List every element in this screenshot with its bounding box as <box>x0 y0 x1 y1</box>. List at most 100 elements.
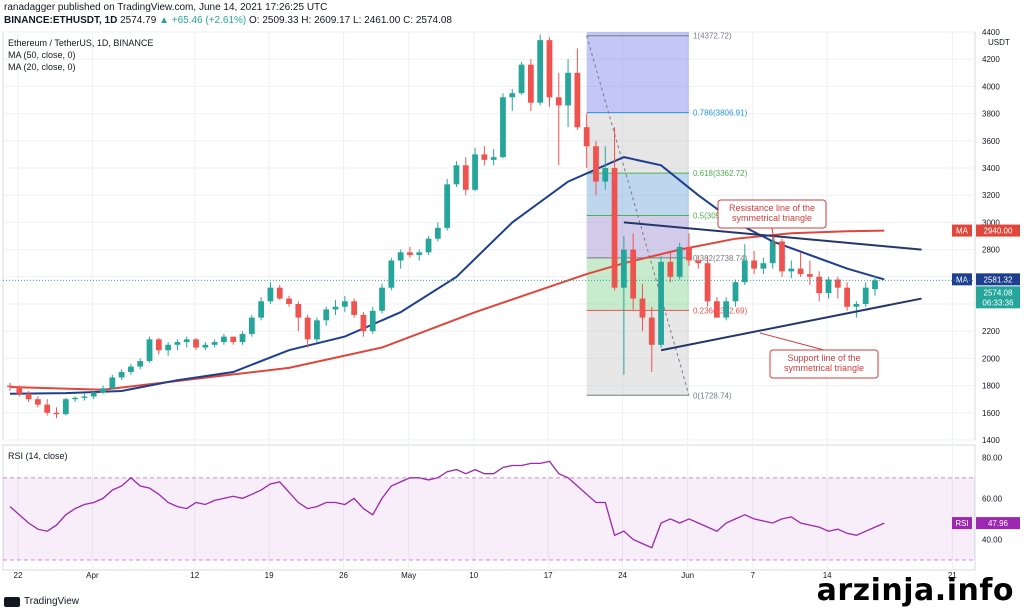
main-pane-frame <box>2 31 976 441</box>
ma20-price-badge-text: MA <box>956 275 969 284</box>
support-trendline <box>660 297 922 352</box>
fib-level-label: 0.618(3362.72) <box>693 169 748 178</box>
candle-body <box>62 399 69 415</box>
last-price-tag <box>976 286 1020 309</box>
close-value: C: 2574.08 <box>403 15 452 26</box>
price-tick-label: 1400 <box>982 436 1000 445</box>
candle-body <box>53 412 60 415</box>
candle-body <box>769 241 776 264</box>
candle-body <box>807 274 813 277</box>
fib-level-label: 0.236(2352.69) <box>693 306 748 315</box>
candle-body <box>332 306 339 310</box>
ma50-price-badge <box>952 224 972 237</box>
candle-body <box>388 260 395 288</box>
legend-rsi: RSI (14, close) <box>8 451 68 461</box>
candle-body <box>667 261 674 277</box>
price-tick-label: 4400 <box>982 28 1000 37</box>
legend-ma20: MA (20, close, 0) <box>8 62 76 72</box>
support-annotation-text: symmetrical triangle <box>784 363 864 373</box>
ma20-price-badge <box>952 273 972 286</box>
candle-body <box>248 317 255 334</box>
candle-body <box>258 301 265 318</box>
symbol: BINANCE:ETHUSDT, 1D <box>4 15 118 26</box>
price-tick-label: 2000 <box>982 354 1000 363</box>
candle-body <box>239 333 246 343</box>
candle-body <box>146 339 153 362</box>
rsi-tick-label: 40.00 <box>982 535 1003 544</box>
candle-body <box>230 336 237 343</box>
ma20-price-tag <box>976 273 1020 286</box>
candle-body <box>211 342 218 345</box>
time-tick-label: 10 <box>469 571 478 580</box>
time-tick-label: 7 <box>751 571 756 580</box>
tradingview-brand: TradingView <box>4 596 79 607</box>
candle-body <box>351 301 358 315</box>
candle-body <box>81 396 88 398</box>
price-tick-label: 4200 <box>982 55 1000 64</box>
candle-body <box>100 388 106 393</box>
time-tick-label: 14 <box>823 571 832 580</box>
rsi-band <box>3 477 975 560</box>
candle-body <box>574 72 581 128</box>
candle-body <box>844 287 850 307</box>
candle-body <box>853 304 860 307</box>
candle-body <box>509 93 516 98</box>
candle-body <box>686 246 692 261</box>
time-tick-label: Apr <box>86 571 99 580</box>
candle-body <box>183 339 190 343</box>
candle-body <box>481 154 488 160</box>
rsi-badge-text: RSI <box>955 519 968 528</box>
price-tick-label: 3800 <box>982 110 1000 119</box>
candle-body <box>816 276 823 294</box>
fib-zone <box>586 310 689 396</box>
candle-body <box>323 309 330 321</box>
time-tick-label: 12 <box>190 571 199 580</box>
fib-zone <box>586 35 689 113</box>
tradingview-logo-icon <box>4 596 20 607</box>
candle-body <box>360 314 367 332</box>
rsi-line <box>9 460 885 549</box>
publisher-line: ranadagger published on TradingView.com,… <box>4 2 328 13</box>
candle-body <box>44 404 51 413</box>
price-tick-label: 2800 <box>982 246 1000 255</box>
support-annotation-pointer <box>759 332 825 351</box>
candle-body <box>862 287 869 304</box>
candle-body <box>518 64 525 94</box>
candle-body <box>611 168 618 288</box>
candle-body <box>407 252 413 256</box>
candle-body <box>583 127 590 147</box>
low-value: L: 2461.00 <box>353 15 401 26</box>
candle-body <box>193 339 199 348</box>
candle-body <box>397 252 404 261</box>
time-tick-label: May <box>401 571 416 580</box>
candle-body <box>444 184 451 228</box>
rsi-value: 47.96 <box>988 519 1009 528</box>
candle-body <box>565 72 571 106</box>
candle-body <box>165 344 172 351</box>
ma50-price-value: 2940.00 <box>984 227 1013 236</box>
candle-body <box>286 298 292 304</box>
time-tick-label: 19 <box>265 571 274 580</box>
candle-body <box>416 252 423 256</box>
price-tick-label: 3000 <box>982 218 1000 227</box>
last-price: 2574.79 <box>120 15 157 26</box>
fib-level-label: 1(4372.72) <box>693 32 732 41</box>
ma20-price-value: 2581.32 <box>984 275 1013 284</box>
price-tick-label: 2200 <box>982 327 1000 336</box>
watermark: arzinja.info <box>816 573 1014 608</box>
ma50-line <box>9 229 885 391</box>
candle-body <box>137 361 144 367</box>
candle-body <box>314 320 320 340</box>
candle-body <box>732 282 739 302</box>
candle-body <box>602 168 609 182</box>
resistance-annotation-text: Resistance line of the <box>729 203 815 213</box>
candle-body <box>760 263 767 269</box>
candle-body <box>779 241 785 272</box>
candle-body <box>35 399 41 405</box>
fib-level-label: 0.5(3050.73) <box>693 212 739 221</box>
candle-body <box>676 246 683 277</box>
rsi-tick-label: 60.00 <box>982 494 1003 503</box>
symbol-ohlc-line: BINANCE:ETHUSDT, 1D 2574.79 ▲ +65.46 (+2… <box>4 15 452 27</box>
candle-body <box>109 377 116 389</box>
